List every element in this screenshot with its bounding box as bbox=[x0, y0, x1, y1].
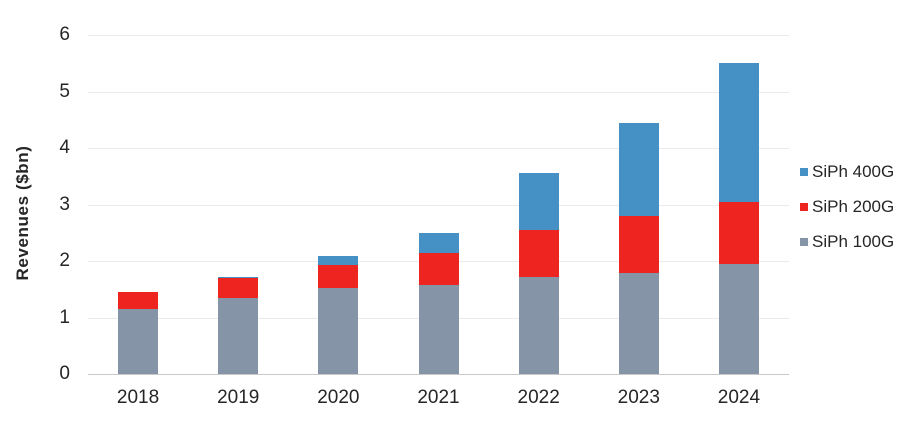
gridline bbox=[88, 35, 789, 36]
bar-segment-2024-siph-400g bbox=[718, 63, 759, 203]
bar-2018 bbox=[118, 292, 159, 374]
bar-segment-2019-siph-100g bbox=[218, 298, 259, 374]
bar-segment-2021-siph-400g bbox=[418, 232, 459, 254]
bar-segment-2023-siph-400g bbox=[618, 122, 659, 216]
bar-segment-2020-siph-200g bbox=[318, 264, 359, 288]
gridline bbox=[88, 148, 789, 149]
y-tick-label-0: 0 bbox=[59, 363, 70, 384]
legend-label: SiPh 400G bbox=[812, 161, 895, 181]
gridline bbox=[88, 204, 789, 206]
legend-swatch-siph-100g bbox=[800, 237, 808, 246]
legend-label: SiPh 100G bbox=[812, 231, 895, 251]
plot-area bbox=[88, 35, 789, 375]
bar-2022 bbox=[518, 173, 559, 374]
legend-item-siph-100g: SiPh 100G bbox=[800, 231, 894, 252]
bar-segment-2020-siph-400g bbox=[318, 255, 359, 265]
bar-2020 bbox=[318, 255, 359, 374]
legend: SiPh 400G SiPh 200G SiPh 100G bbox=[800, 161, 894, 266]
y-tick-label-4: 4 bbox=[59, 137, 70, 158]
bar-segment-2019-siph-200g bbox=[218, 277, 259, 299]
x-tick-label-2023: 2023 bbox=[617, 387, 660, 408]
bar-segment-2023-siph-100g bbox=[618, 273, 659, 374]
bar-segment-2021-siph-200g bbox=[418, 253, 459, 285]
x-tick-label-2022: 2022 bbox=[517, 387, 560, 408]
legend-swatch-siph-200g bbox=[800, 202, 808, 211]
bar-segment-2024-siph-100g bbox=[718, 264, 759, 374]
legend-item-siph-400g: SiPh 400G bbox=[800, 161, 894, 182]
y-tick-label-2: 2 bbox=[59, 250, 70, 271]
bar-segment-2018-siph-100g bbox=[118, 309, 159, 374]
bar-segment-2022-siph-200g bbox=[518, 229, 559, 278]
y-tick-label-6: 6 bbox=[59, 24, 70, 45]
bar-segment-2023-siph-200g bbox=[618, 215, 659, 274]
x-tick-label-2021: 2021 bbox=[417, 387, 460, 408]
bar-segment-2022-siph-100g bbox=[518, 277, 559, 374]
x-tick-label-2018: 2018 bbox=[116, 387, 160, 408]
bar-2019 bbox=[218, 276, 259, 374]
bar-segment-2024-siph-200g bbox=[718, 202, 759, 265]
bar-segment-2020-siph-100g bbox=[318, 287, 359, 374]
legend-swatch-siph-400g bbox=[800, 167, 808, 176]
bar-segment-2019-siph-400g bbox=[218, 276, 259, 278]
x-tick-label-2024: 2024 bbox=[717, 387, 761, 408]
legend-label: SiPh 200G bbox=[812, 196, 895, 216]
gridline bbox=[88, 91, 789, 93]
y-tick-label-5: 5 bbox=[59, 80, 70, 102]
bar-segment-2018-siph-200g bbox=[118, 292, 159, 310]
bar-segment-2021-siph-100g bbox=[418, 284, 459, 374]
x-tick-label-2020: 2020 bbox=[317, 387, 360, 408]
bar-segment-2022-siph-400g bbox=[518, 173, 559, 230]
y-tick-label-1: 1 bbox=[59, 306, 70, 328]
bar-2021 bbox=[418, 232, 459, 374]
bar-2023 bbox=[618, 122, 659, 374]
x-tick-label-2019: 2019 bbox=[217, 387, 260, 408]
x-axis-line bbox=[88, 374, 789, 375]
y-tick-label-3: 3 bbox=[59, 193, 70, 215]
bar-2024 bbox=[718, 63, 759, 374]
legend-item-siph-200g: SiPh 200G bbox=[800, 196, 894, 217]
